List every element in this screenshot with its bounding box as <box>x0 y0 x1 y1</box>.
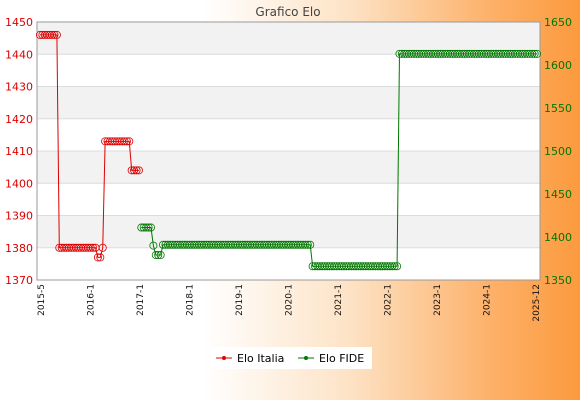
series-point-0 <box>132 166 141 175</box>
grid-band <box>37 215 540 248</box>
x-axis-tick-label: 2021-1 <box>334 284 344 316</box>
series-point-0 <box>50 30 59 39</box>
right-axis-tick-label: 1350 <box>544 274 572 287</box>
left-axis-tick-label: 1380 <box>5 242 33 255</box>
series-point-1 <box>154 251 163 260</box>
grid-band <box>37 22 540 55</box>
series-point-1 <box>530 49 539 58</box>
series-point-1 <box>393 262 402 271</box>
series-point-0 <box>120 137 129 146</box>
series-point-0 <box>130 166 139 175</box>
grid-band <box>37 86 540 119</box>
x-axis-tick-label: 2019-1 <box>235 284 245 316</box>
series-point-0 <box>98 243 107 252</box>
series-point-1 <box>149 241 158 250</box>
series-point-0 <box>52 30 61 39</box>
series-layer <box>36 30 542 271</box>
left-axis-tick-label: 1430 <box>5 81 33 94</box>
series-point-0 <box>134 166 143 175</box>
x-axis-tick-label: 2022-1 <box>384 284 394 316</box>
left-axis-tick-label: 1420 <box>5 113 33 126</box>
grid-band <box>37 151 540 184</box>
left-axis-tick-label: 1370 <box>5 274 33 287</box>
right-axis: 1350 1400 1450 1500 1550 1600 1650 <box>544 16 572 287</box>
series-point-1 <box>390 262 399 271</box>
right-axis-tick-label: 1500 <box>544 145 572 158</box>
x-axis-tick-label: 2023-1 <box>433 284 443 316</box>
series-point-1 <box>306 240 315 249</box>
series-point-1 <box>533 49 542 58</box>
series-point-1 <box>142 223 151 232</box>
legend-box <box>210 347 372 369</box>
x-axis: 2015-5 2016-1 2017-1 2018-1 2019-1 2020-1 2021… <box>37 284 542 322</box>
legend-label-italia: Elo Italia <box>237 352 284 365</box>
series-point-0 <box>93 253 102 262</box>
x-axis-tick-label: 2018-1 <box>186 284 196 316</box>
series-point-1 <box>388 262 397 271</box>
x-axis-tick-label: 2016-1 <box>87 284 97 316</box>
series-point-0 <box>96 253 105 262</box>
series-point-1 <box>301 240 310 249</box>
left-axis: 1370 1380 1390 1400 1410 1420 1430 1440 1450 <box>5 16 33 287</box>
right-axis-tick-label: 1450 <box>544 188 572 201</box>
series-point-1 <box>156 251 165 260</box>
right-axis-tick-label: 1400 <box>544 231 572 244</box>
left-axis-tick-label: 1390 <box>5 210 33 223</box>
x-axis-tick-label: 2017-1 <box>136 284 146 316</box>
series-point-1 <box>528 49 537 58</box>
plot-border <box>36 21 541 281</box>
series-point-0 <box>86 243 95 252</box>
right-axis-tick-label: 1650 <box>544 16 572 29</box>
legend: Elo Italia Elo FIDE <box>210 347 372 369</box>
series-point-1 <box>303 240 312 249</box>
legend-marker-italia <box>222 356 226 360</box>
right-axis-tick-label: 1550 <box>544 102 572 115</box>
left-axis-tick-label: 1410 <box>5 145 33 158</box>
series-point-1 <box>146 223 155 232</box>
x-axis-tick-label: 2020-1 <box>285 284 295 316</box>
left-axis-tick-label: 1450 <box>5 16 33 29</box>
x-axis-tick-label: 2024-1 <box>483 284 493 316</box>
x-axis-tick-label: 2025-12 <box>532 284 542 322</box>
left-axis-tick-label: 1400 <box>5 177 33 190</box>
series-point-0 <box>89 243 98 252</box>
series-point-0 <box>48 30 57 39</box>
chart-title: Grafico Elo <box>255 5 320 19</box>
series-point-1 <box>144 223 153 232</box>
x-axis-tick-label: 2015-5 <box>37 284 47 316</box>
series-point-0 <box>122 137 131 146</box>
left-axis-tick-label: 1440 <box>5 48 33 61</box>
legend-label-fide: Elo FIDE <box>319 352 364 365</box>
series-point-1 <box>151 251 160 260</box>
series-point-0 <box>125 137 134 146</box>
right-axis-tick-label: 1600 <box>544 59 572 72</box>
legend-marker-fide <box>304 356 308 360</box>
